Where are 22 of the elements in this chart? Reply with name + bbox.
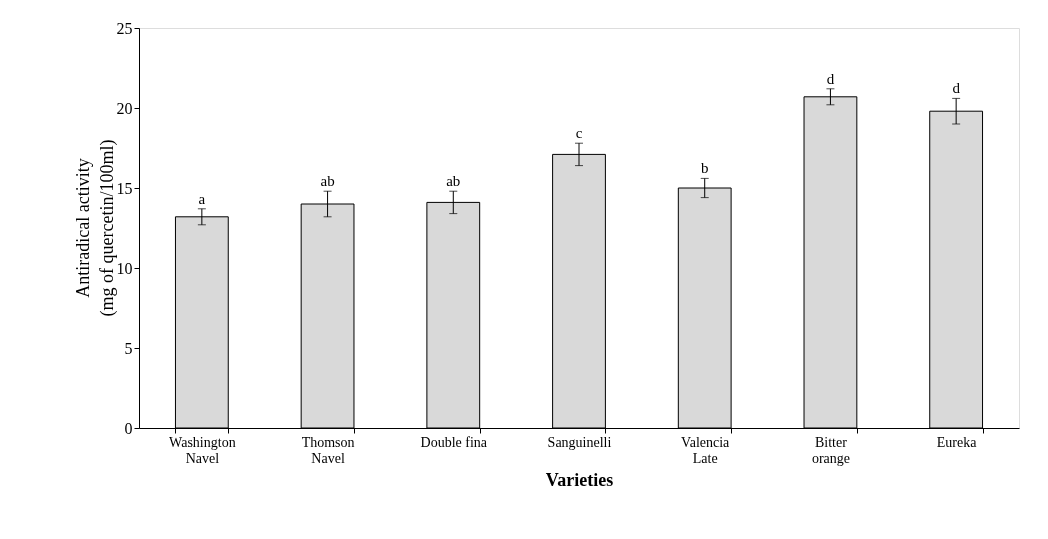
annotation: ab <box>446 173 461 190</box>
y-tick-label: 20 <box>116 99 133 117</box>
x-tick-label: Sanguinelli <box>547 434 612 450</box>
annotation: b <box>700 160 709 177</box>
x-axis-title: Varieties <box>545 469 614 490</box>
annotation: ab <box>320 173 335 190</box>
annotation: c <box>575 125 583 142</box>
annotation: a <box>198 190 206 207</box>
x-tick-label: Bitter orange <box>811 434 850 466</box>
y-tick-label: 10 <box>116 259 133 277</box>
y-tick-label: 25 <box>116 19 133 37</box>
x-tick-label: Eureka <box>936 434 978 450</box>
x-tick-label: Valencia Late <box>681 434 731 466</box>
x-tick-label: Double fina <box>420 434 488 450</box>
y-tick-label: 15 <box>116 179 133 197</box>
x-tick-label: Washington Navel <box>169 434 236 466</box>
annotation: d <box>952 80 961 97</box>
annotation: d <box>826 70 835 87</box>
y-axis-title: Antiradical activity (mg of quercetin/100ml) <box>73 139 118 317</box>
y-tick-label: 5 <box>124 339 133 357</box>
x-tick-label: Thomson Navel <box>301 434 355 466</box>
y-tick-label: 0 <box>124 419 133 437</box>
